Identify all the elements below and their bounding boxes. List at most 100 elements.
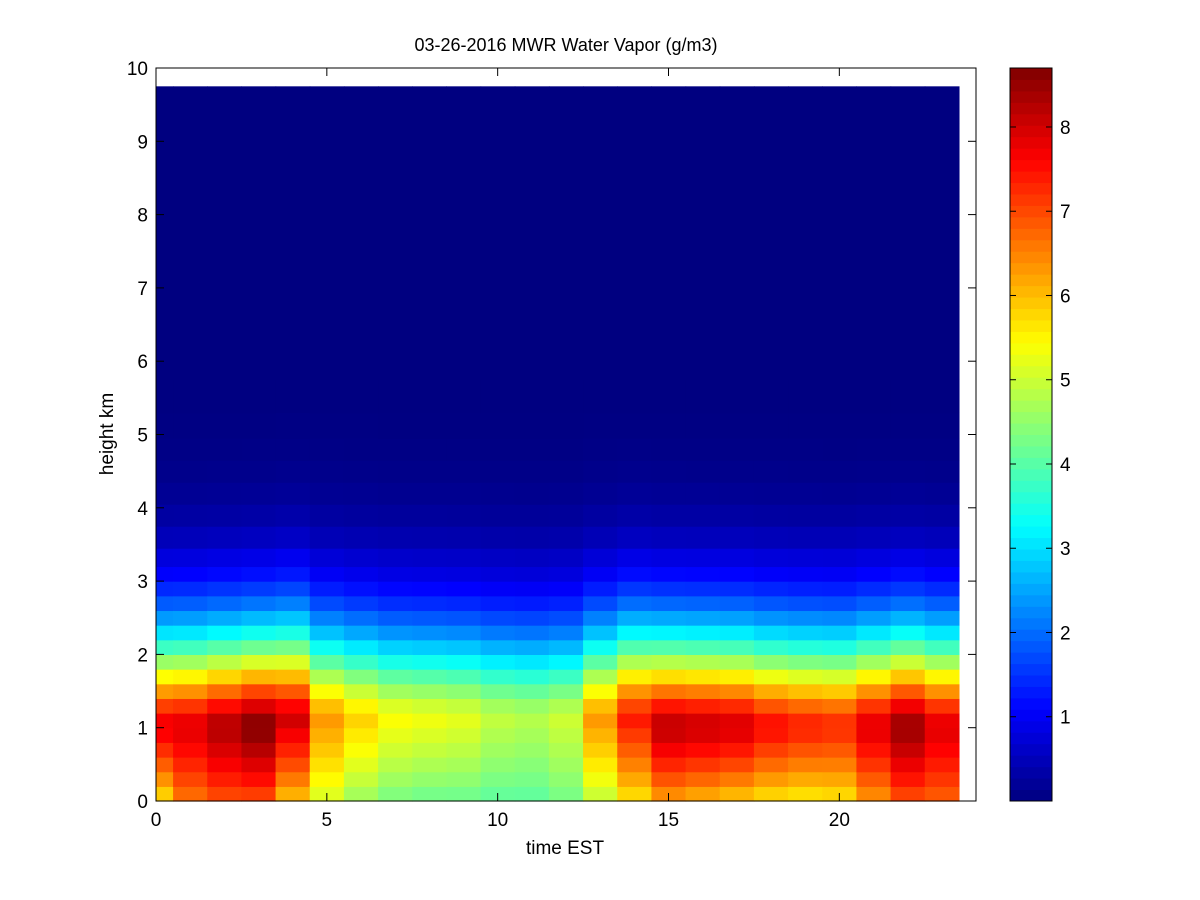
heatmap-cell	[207, 306, 243, 344]
heatmap-cell	[753, 269, 789, 307]
heatmap-cell	[412, 639, 448, 655]
heatmap-cell	[412, 86, 448, 124]
heatmap-cell	[788, 232, 823, 271]
heatmap-cell	[856, 595, 892, 612]
colorbar-segment	[1010, 583, 1052, 596]
heatmap-cell	[651, 306, 687, 344]
heatmap-cell	[480, 581, 516, 597]
heatmap-cell	[378, 669, 413, 685]
heatmap-cell	[241, 526, 277, 549]
heatmap-cell	[309, 460, 345, 483]
heatmap-cell	[685, 683, 721, 699]
heatmap-cell	[685, 786, 721, 802]
heatmap-cell	[890, 86, 926, 124]
heatmap-cell	[685, 504, 721, 527]
colorbar-tick-label: 5	[1060, 371, 1071, 392]
heatmap-cell	[924, 438, 960, 461]
colorbar-segment	[1010, 480, 1052, 493]
heatmap-cell	[753, 526, 789, 549]
heatmap-cell	[617, 771, 653, 787]
heatmap-cell	[412, 669, 448, 685]
colorbar-segment	[1010, 262, 1052, 275]
heatmap-cell	[514, 438, 550, 461]
heatmap-cell	[480, 196, 516, 234]
heatmap-cell	[583, 379, 618, 414]
heatmap-cell	[890, 786, 926, 802]
x-tick-label: 15	[658, 810, 679, 831]
heatmap-cell	[446, 610, 482, 626]
heatmap-cell	[156, 232, 174, 271]
heatmap-cell	[412, 379, 448, 414]
heatmap-cell	[412, 460, 448, 483]
heatmap-cell	[207, 526, 243, 549]
heatmap-cell	[856, 683, 892, 699]
colorbar-segment	[1010, 216, 1052, 229]
heatmap-cell	[514, 683, 550, 699]
heatmap-cell	[207, 122, 243, 161]
heatmap-cell	[788, 610, 823, 626]
heatmap-cell	[412, 595, 448, 612]
heatmap-cell	[156, 548, 174, 568]
heatmap-cell	[480, 482, 516, 505]
heatmap-cell	[378, 526, 413, 549]
heatmap-cell	[822, 438, 858, 461]
heatmap-cell	[548, 342, 584, 381]
heatmap-cell	[173, 654, 208, 670]
heatmap-cell	[685, 654, 721, 670]
heatmap-cell	[446, 757, 482, 773]
heatmap-cell	[651, 654, 687, 670]
heatmap-cell	[241, 196, 277, 234]
heatmap-cell	[173, 581, 208, 597]
heatmap-cell	[446, 482, 482, 505]
x-tick-label: 10	[487, 810, 508, 831]
heatmap-cell	[890, 306, 926, 344]
heatmap-cell	[651, 610, 687, 626]
heatmap-cell	[617, 269, 653, 307]
heatmap-cell	[548, 504, 584, 527]
y-axis-label: height km	[97, 393, 118, 475]
heatmap-cell	[412, 654, 448, 670]
heatmap-cell	[856, 654, 892, 670]
heatmap-cell	[241, 639, 277, 655]
heatmap-cell	[412, 742, 448, 758]
heatmap-cell	[685, 757, 721, 773]
colorbar-segment	[1010, 617, 1052, 630]
heatmap-cell	[378, 159, 413, 197]
heatmap-cell	[856, 159, 892, 197]
heatmap-cell	[343, 86, 379, 124]
heatmap-cell	[378, 581, 413, 597]
heatmap-cell	[378, 610, 413, 626]
heatmap-cell	[651, 683, 687, 699]
heatmap-cell	[412, 122, 448, 161]
heatmap-cell	[207, 654, 243, 670]
heatmap-cell	[583, 342, 618, 381]
heatmap-cell	[651, 771, 687, 787]
heatmap-cell	[207, 232, 243, 271]
heatmap-cell	[446, 159, 482, 197]
heatmap-cell	[548, 269, 584, 307]
heatmap-cell	[173, 683, 208, 699]
heatmap-cell	[822, 504, 858, 527]
heatmap-cell	[480, 610, 516, 626]
heatmap-cell	[651, 742, 687, 758]
heatmap-cell	[156, 566, 174, 582]
heatmap-cell	[924, 196, 960, 234]
heatmap-cell	[156, 581, 174, 597]
heatmap-cell	[412, 610, 448, 626]
heatmap-cell	[548, 610, 584, 626]
heatmap-cell	[753, 698, 789, 714]
heatmap-cell	[173, 159, 208, 197]
heatmap-cell	[343, 379, 379, 414]
colorbar-segment	[1010, 251, 1052, 264]
heatmap-cell	[583, 438, 618, 461]
heatmap-cell	[173, 379, 208, 414]
heatmap-cell	[924, 269, 960, 307]
heatmap-cell	[309, 625, 345, 641]
heatmap-cell	[617, 654, 653, 670]
heatmap-cell	[480, 771, 516, 787]
heatmap-cell	[275, 526, 311, 549]
heatmap-cell	[241, 669, 277, 685]
heatmap-cell	[309, 639, 345, 655]
heatmap-cell	[173, 269, 208, 307]
heatmap-cell	[514, 771, 550, 787]
